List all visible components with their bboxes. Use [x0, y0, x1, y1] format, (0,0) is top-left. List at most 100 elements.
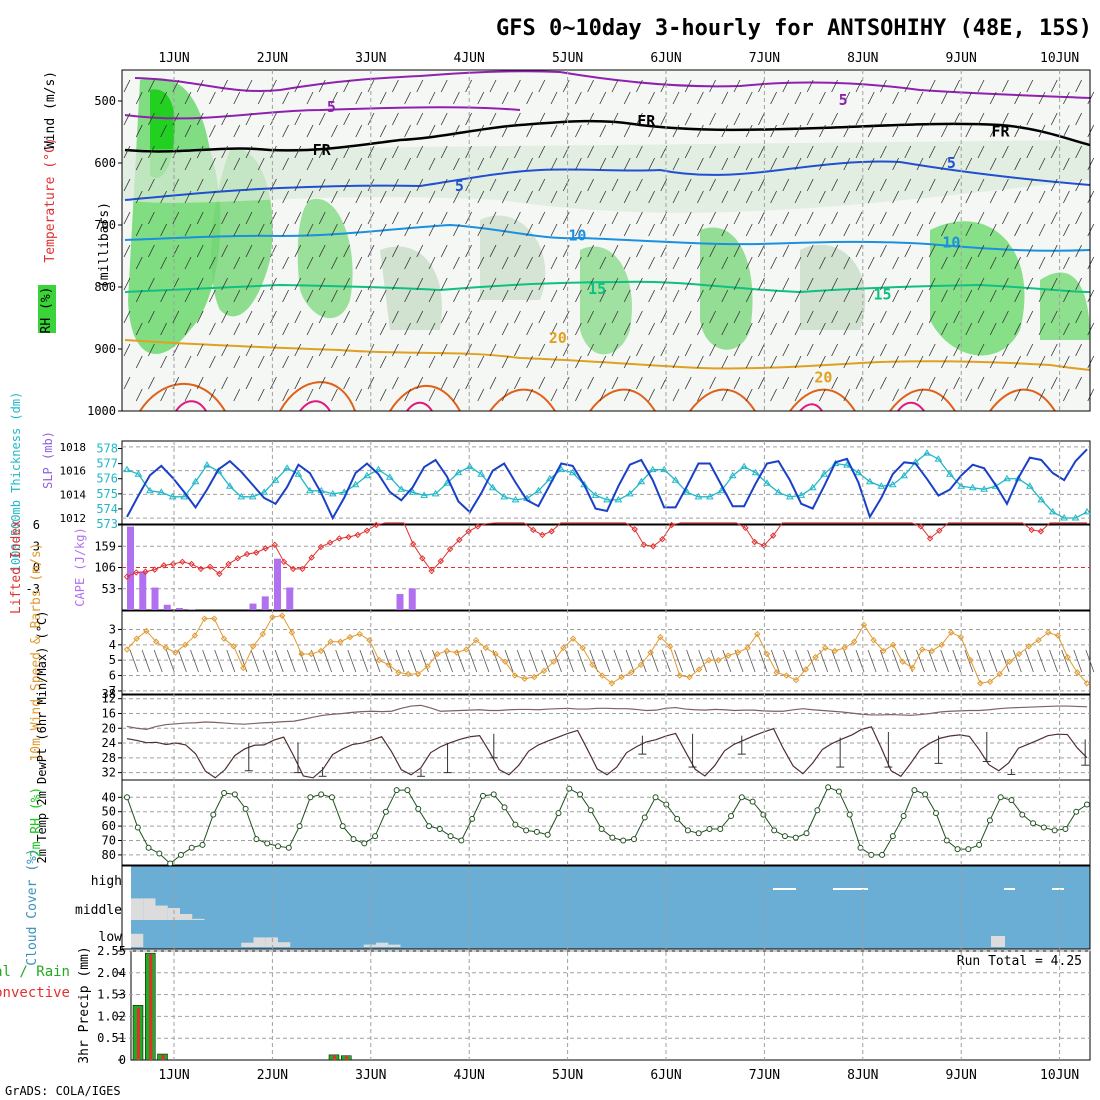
wind-barb	[636, 376, 643, 390]
wind-barb	[855, 145, 863, 159]
wind-barb	[245, 277, 253, 291]
wind-barb	[294, 244, 302, 258]
wind-barb	[709, 244, 716, 258]
rh-point	[188, 844, 195, 851]
lifted-index-point	[280, 558, 288, 566]
contour-orange-20	[124, 339, 1091, 371]
cape-bar	[396, 593, 404, 610]
rh-point	[415, 805, 422, 812]
wind-10m-barb	[1025, 649, 1034, 673]
wind-barb	[758, 79, 765, 93]
wind-barb	[514, 343, 521, 357]
wind-10m-barb	[1000, 649, 1010, 673]
wind-barb	[123, 244, 131, 258]
wind-barb	[1063, 223, 1070, 237]
wind-barb	[904, 244, 912, 258]
wind-barb	[660, 79, 668, 93]
lifted-index-point	[456, 536, 463, 544]
rh-point	[447, 833, 454, 840]
precip-tick: 0	[119, 1053, 126, 1067]
wind-10m-barb	[565, 649, 574, 673]
wind-barb	[928, 145, 936, 159]
wind-barb	[904, 178, 912, 192]
wind-barb	[257, 256, 265, 270]
wind-barb	[355, 157, 363, 171]
wind-barb	[465, 178, 472, 192]
wind-barb	[721, 388, 729, 402]
wind-speed-point	[647, 649, 654, 656]
wind-barb	[318, 79, 326, 93]
wind-barb	[953, 310, 960, 324]
wind-barb	[440, 79, 448, 93]
wind-barb	[855, 178, 863, 192]
wind-barb	[965, 355, 973, 369]
wind-barb	[282, 157, 289, 171]
wind-barb	[599, 322, 607, 336]
wind-barb	[514, 112, 521, 126]
wind-barb	[745, 388, 753, 402]
date-label-bottom: 10JUN	[1040, 1068, 1079, 1083]
wind-barb	[611, 244, 619, 258]
wind-barb	[1002, 211, 1009, 225]
wind-speed-point	[472, 636, 480, 644]
temperature-tick: 24	[102, 736, 116, 750]
contour-label: FR	[637, 112, 656, 130]
wind-barb	[1087, 322, 1095, 336]
wind-speed-point	[589, 661, 596, 669]
wind-barb	[648, 322, 655, 336]
wind-barb	[721, 322, 729, 336]
wind-barb	[1002, 376, 1009, 390]
wind-barb	[233, 289, 241, 303]
wind-barb	[209, 157, 216, 171]
wind-barb	[965, 388, 973, 402]
wind-barb	[721, 157, 729, 171]
wind-barb	[758, 112, 765, 126]
wind-barb	[270, 310, 277, 324]
rh-2m-label: 2m RH (%)	[29, 787, 44, 857]
wind-barb	[379, 190, 387, 204]
wind-barb	[1026, 277, 1034, 291]
thickness-point	[260, 488, 269, 495]
wind-barb	[135, 190, 143, 204]
thickness-tick: 577	[96, 457, 118, 471]
wind-barb	[416, 211, 424, 225]
wind-barb	[831, 343, 838, 357]
wind-barb	[831, 211, 838, 225]
wind-barb	[806, 211, 814, 225]
thickness-point	[648, 465, 657, 473]
wind-barb	[745, 256, 753, 270]
wind-speed-point	[880, 647, 887, 655]
thickness-point	[408, 488, 417, 495]
wind-barb	[819, 256, 826, 270]
cloud-bar-low	[253, 937, 266, 947]
wind-barb	[196, 112, 204, 126]
wind-barb	[745, 223, 753, 237]
wind-barb	[941, 322, 948, 336]
wind-barb	[550, 91, 558, 105]
wind-barb	[538, 244, 546, 258]
thickness-point	[865, 477, 874, 485]
wind-barb	[428, 289, 436, 303]
wind-barb	[977, 178, 985, 192]
lifted-index-point	[345, 533, 352, 541]
wind-barb	[623, 322, 631, 336]
lifted-index-point	[659, 535, 666, 543]
wind-barb	[172, 310, 180, 324]
wind-barb	[331, 124, 338, 138]
wind-barb	[636, 79, 643, 93]
wind-barb	[880, 343, 887, 357]
wind-barb	[355, 388, 363, 402]
wind-barb	[953, 277, 960, 291]
rh-point	[199, 841, 206, 848]
wind-barb	[587, 79, 594, 93]
wind-barb	[1038, 190, 1046, 204]
wind-speed-point	[841, 644, 848, 652]
wind-barb	[148, 79, 155, 93]
rh-point	[231, 791, 238, 798]
wind-barb	[392, 277, 399, 291]
chart-title: GFS 0~10day 3-hourly for ANTSOHIHY (48E,…	[496, 16, 1092, 41]
wind-barb	[282, 124, 289, 138]
wind-barb	[562, 112, 570, 126]
wind-barb	[636, 145, 643, 159]
wind-barb	[123, 277, 131, 291]
